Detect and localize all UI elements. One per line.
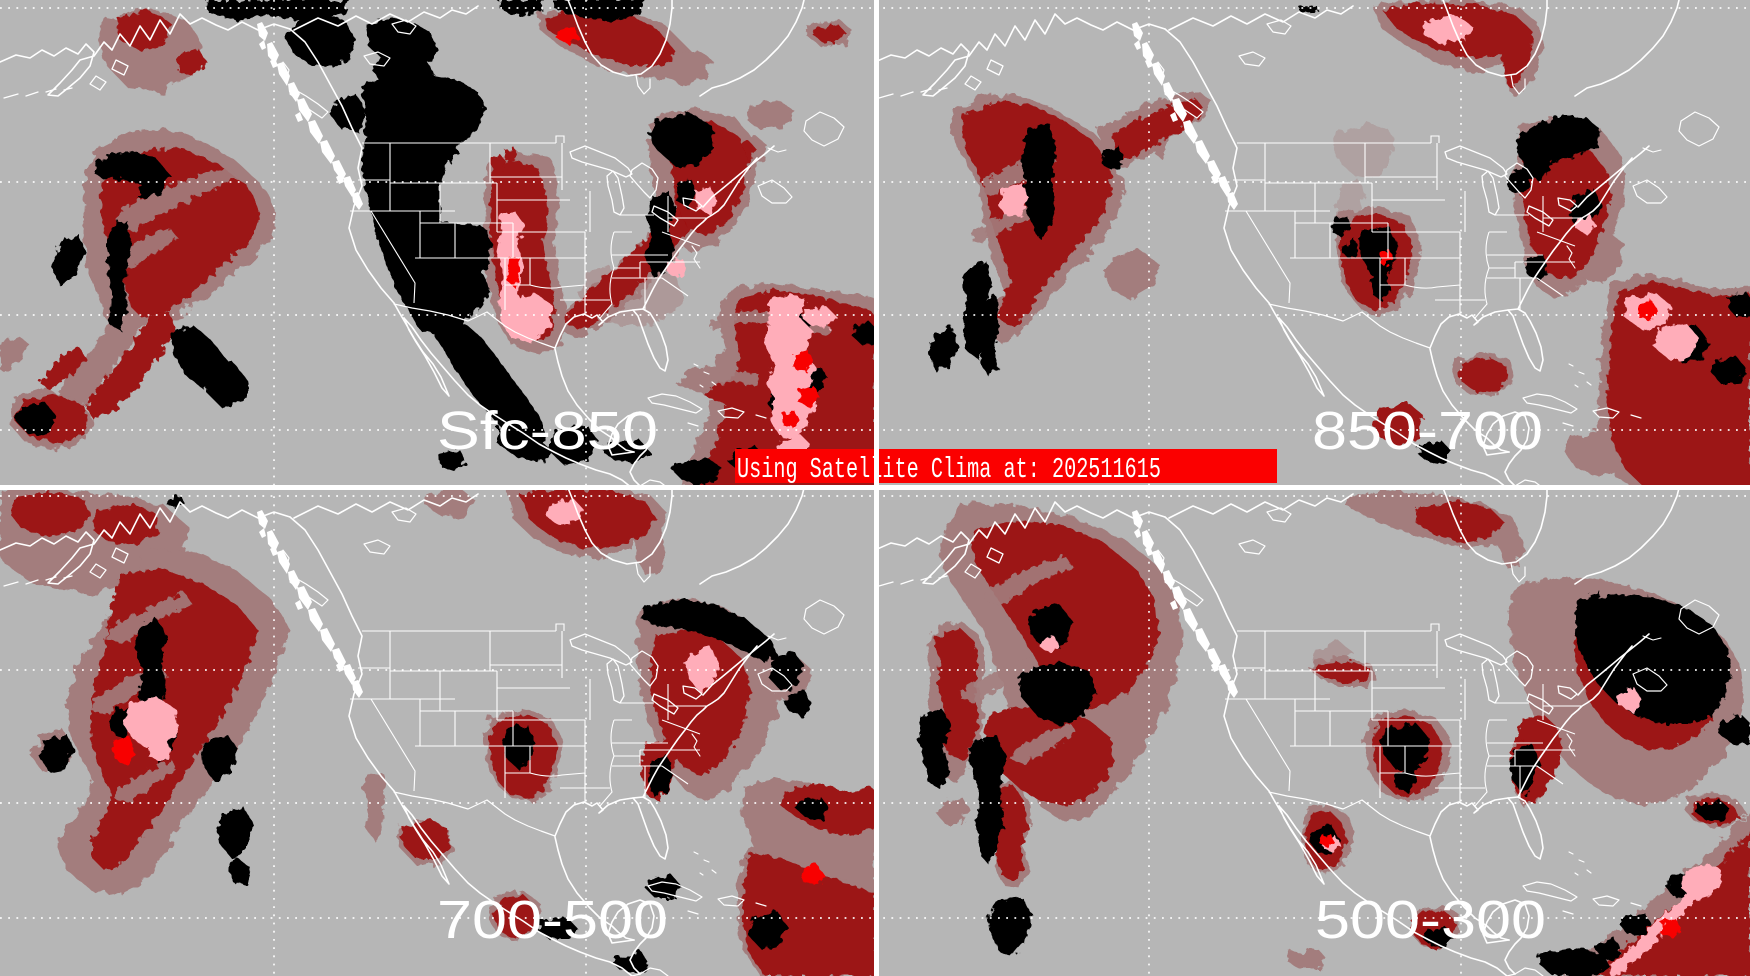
svg-text:Sfc-850: Sfc-850: [437, 401, 658, 461]
svg-text:500-300: 500-300: [1315, 890, 1546, 950]
svg-text:Using Satellite Clima at: 2025: Using Satellite Clima at: 202511615: [737, 453, 1161, 486]
svg-text:850-700: 850-700: [1312, 401, 1543, 461]
svg-text:700-500: 700-500: [437, 890, 668, 950]
